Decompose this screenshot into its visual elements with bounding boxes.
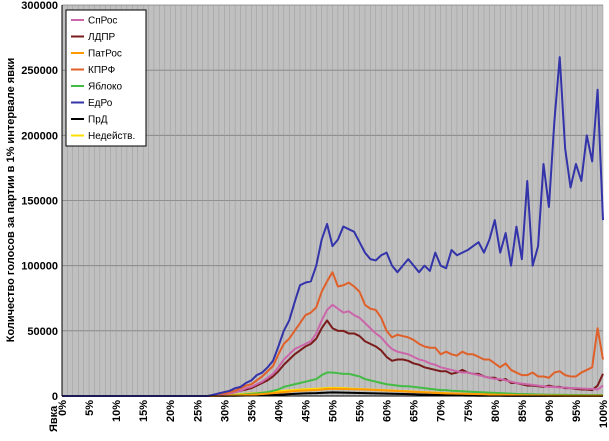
x-tick-label: 30% [219,400,231,422]
x-tick-label: 60% [382,400,394,422]
x-tick-label: 85% [517,400,529,422]
x-tick-label: 15% [138,400,150,422]
y-tick-label: 300000 [21,0,58,12]
y-tick-label: 50000 [27,326,58,338]
x-tick-label: 0% [57,400,69,416]
x-tick-label: 40% [273,400,285,422]
legend-entry: Недейств. [88,131,135,142]
x-tick-label: 65% [409,400,421,422]
x-tick-label: 95% [571,400,583,422]
x-tick-label: 20% [165,400,177,422]
legend-entry: ЕдРо [88,98,113,109]
y-tick-label: 0 [52,391,58,403]
x-tick-label: 100% [598,400,609,428]
y-tick-labels: 0 50000 100000 150000 200000 250000 300000 [21,0,58,403]
y-tick-label: 200000 [21,130,58,142]
x-tick-labels: 0% 5% 10% 15% 20% 25% 30% 35% 40% 45% 50% 55% 60% 65%… [57,400,609,428]
legend-entry: КПРФ [88,65,116,76]
y-tick-label: 250000 [21,65,58,77]
x-tick-label: 5% [84,400,96,416]
legend: СпРос ЛДПР ПатРос КПРФ Яблоко ЕдРо ПрД Недейств… [65,9,147,147]
y-tick-label: 150000 [21,196,58,208]
legend-entry: ЛДПР [88,32,116,43]
legend-box [65,9,147,147]
x-axis-label: Явка [48,405,60,432]
x-tick-label: 75% [463,400,475,422]
y-axis-label: Количество голосов за партии в 1% интерв… [5,58,17,343]
legend-entry: ПатРос [88,49,122,60]
x-tick-label: 90% [544,400,556,422]
grid [61,4,604,397]
legend-entry: Яблоко [88,81,122,93]
x-tick-label: 10% [111,400,123,422]
x-tick-label: 55% [355,400,367,422]
x-tick-label: 50% [328,400,340,422]
x-tick-label: 45% [300,400,312,422]
y-tick-label: 100000 [21,261,58,273]
x-tick-label: 80% [490,400,502,422]
legend-entry: СпРос [88,16,117,27]
x-tick-label: 35% [246,400,258,422]
legend-entry: ПрД [88,115,108,126]
x-tick-label: 70% [436,400,448,422]
axes [61,5,603,397]
x-tick-label: 25% [192,400,204,422]
